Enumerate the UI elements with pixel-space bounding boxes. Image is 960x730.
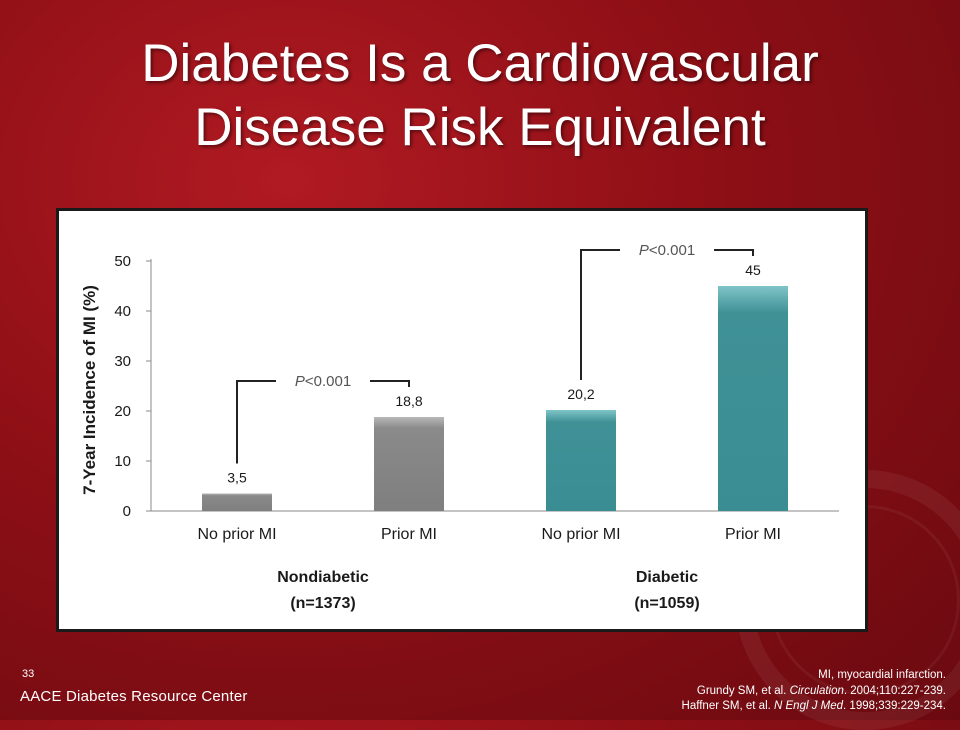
y-tick-label: 10 <box>114 453 131 470</box>
ref1-journal: Circulation <box>789 684 844 697</box>
x-tick-label: Prior MI <box>381 526 437 543</box>
bar-chart: 7-Year Incidence of MI (%) 0 10 20 30 40 50 3… <box>80 242 839 612</box>
slide-title-line-2: Disease Risk Equivalent <box>194 98 766 157</box>
ref1-prefix: Grundy SM, et al. <box>696 684 790 697</box>
slide-number: 33 <box>22 668 35 680</box>
bar <box>718 286 788 511</box>
p-value-text: <0.001 <box>649 242 695 259</box>
y-tick-label: 20 <box>114 403 131 420</box>
p-value-label: P<0.001 <box>639 242 695 259</box>
group-sample-size: (n=1059) <box>634 595 699 612</box>
footnote-abbreviation: MI, myocardial infarction. <box>818 669 946 681</box>
significance-bracket <box>580 249 754 380</box>
ref2-suffix: . 1998;339:229-234. <box>843 700 946 712</box>
footer-brand: AACE Diabetes Resource Center <box>20 688 248 705</box>
p-value-text: <0.001 <box>305 373 351 390</box>
bar <box>546 410 616 511</box>
chart-panel: 7-Year Incidence of MI (%) 0 10 20 30 40 50 3… <box>56 208 868 632</box>
bar-data-label: 18,8 <box>395 393 422 409</box>
reference-1: Grundy SM, et al. Circulation. 2004;110:… <box>586 684 946 700</box>
y-tick-label: 0 <box>123 503 131 520</box>
references: MI, myocardial infarction. Grundy SM, et… <box>586 668 946 715</box>
slide-title-line-1: Diabetes Is a Cardiovascular <box>141 34 819 93</box>
y-axis-label: 7-Year Incidence of MI (%) <box>80 285 99 495</box>
ref1-suffix: . 2004;110:227-239. <box>843 684 946 697</box>
x-tick-label: Prior MI <box>725 526 781 543</box>
bar <box>374 417 444 511</box>
bar-data-label: 45 <box>745 262 761 278</box>
x-tick-label: No prior MI <box>541 526 620 543</box>
bar <box>202 493 272 511</box>
slide-title: Diabetes Is a Cardiovascular Disease Ris… <box>0 32 960 160</box>
ref2-journal: N Engl J Med <box>774 700 844 712</box>
p-value-italic: P <box>295 373 305 390</box>
group-label: Diabetic <box>636 569 698 586</box>
y-tick-label: 50 <box>114 253 131 270</box>
p-value-label: P<0.001 <box>295 373 351 390</box>
bar-data-label: 3,5 <box>227 470 247 486</box>
x-tick-label: No prior MI <box>197 526 276 543</box>
y-tick-label: 30 <box>114 353 131 370</box>
group-sample-size: (n=1373) <box>290 595 355 612</box>
reference-2: Haffner SM, et al. N Engl J Med. 1998;33… <box>586 699 946 715</box>
significance-bracket <box>236 380 410 464</box>
ref2-prefix: Haffner SM, et al. <box>681 700 775 712</box>
y-tick-label: 40 <box>114 303 131 320</box>
group-label: Nondiabetic <box>277 569 369 586</box>
bar-data-label: 20,2 <box>567 386 594 402</box>
p-value-italic: P <box>639 242 649 259</box>
